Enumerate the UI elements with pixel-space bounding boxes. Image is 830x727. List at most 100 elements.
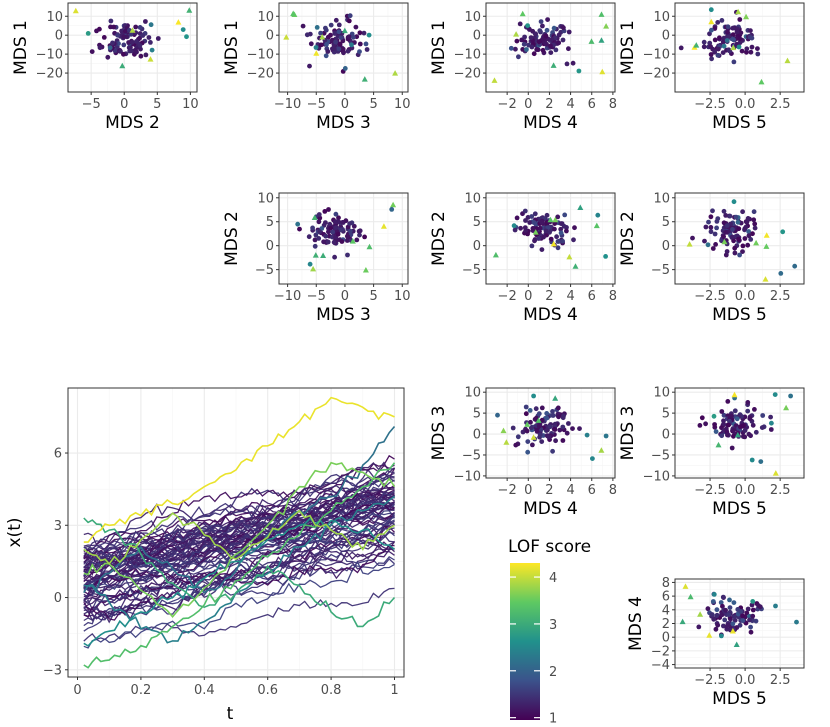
data-point [729,413,734,419]
data-point [551,25,557,31]
data-point [333,39,338,45]
data-point [720,603,725,609]
data-point [713,242,718,247]
data-point [317,215,323,221]
data-point [310,225,315,231]
x-tick-label: 0 [524,289,532,304]
y-tick-label: −5 [462,448,481,463]
outlier-point [743,13,750,20]
data-point [544,212,550,218]
outlier-curve [83,425,396,594]
data-point [523,411,529,417]
data-point [353,24,359,30]
outlier-point [705,242,711,248]
outlier-point [313,50,320,56]
data-point [743,224,749,230]
x-tick-label: −2.5 [694,673,726,688]
data-point [339,239,345,244]
data-point [338,35,344,40]
curves-layer [83,396,396,669]
data-point [548,236,554,242]
outlier-point [547,216,554,223]
outlier-point [366,243,373,250]
panel-border [278,2,409,93]
data-point [725,432,730,438]
data-point [727,597,732,603]
data-point [719,433,725,439]
data-point [712,231,718,237]
outlier-point [753,239,760,246]
y-axis-title: MDS 1 [11,20,31,75]
data-point [343,218,349,224]
data-point [736,226,742,232]
y-tick-label: −5 [462,263,481,278]
data-point [701,44,707,50]
data-point [364,47,370,52]
data-point [703,421,708,427]
y-axis-title: MDS 2 [429,211,449,266]
y-tick-label: 0 [473,428,481,443]
x-tick-label: −5 [307,289,326,304]
outlier-point [603,23,610,29]
data-point [330,229,336,235]
data-point [721,234,726,240]
y-tick-label: 0 [55,29,63,44]
y-tick-label: −20 [454,67,481,82]
data-point [755,46,760,51]
x-tick-label: 2 [545,289,553,304]
data-point [543,33,549,39]
data-point [734,416,740,422]
data-point [101,35,107,40]
x-tick-label: 5 [369,97,377,112]
data-point [529,214,535,219]
y-tick-label: 0 [662,239,670,254]
data-point [726,622,731,628]
regular-curve [83,500,395,584]
x-tick-label: −2.5 [694,97,726,112]
outlier-point [772,392,778,397]
outlier-point [550,62,557,68]
y-tick-label: −10 [454,469,481,484]
data-point [555,405,561,411]
outlier-point [349,42,354,48]
data-point [105,54,111,60]
data-point [721,220,727,226]
y-tick-label: 10 [46,10,63,25]
x-tick-label: 10 [394,289,411,304]
outlier-point [313,45,319,50]
panel-border [278,192,409,285]
outlier-point [503,439,510,445]
data-point [121,51,126,57]
data-point [714,607,720,613]
outlier-point [532,229,539,235]
data-point [715,216,721,222]
lof-score-legend: LOF score 1 2 3 4 [508,537,591,727]
data-point [572,225,577,231]
regular-curve [83,476,395,550]
data-point [129,48,134,54]
data-point [727,213,733,219]
data-point [143,19,148,24]
data-point [544,27,550,33]
data-point [736,236,741,242]
data-point [552,427,558,432]
outlier-curve [83,396,395,543]
outlier-point [341,27,348,34]
data-point [527,220,533,225]
data-point [550,409,555,414]
data-point [121,34,127,40]
data-point [336,22,342,28]
data-point [561,413,566,419]
outlier-point [724,38,730,43]
data-point [706,219,711,225]
y-tick-label: 10 [653,10,670,25]
outlier-curve [83,517,396,628]
data-point [759,425,765,430]
data-point [726,34,731,39]
data-point [306,234,312,240]
y-tick-label: −4 [651,658,670,673]
data-point [720,39,726,45]
legend-colorbar [510,563,540,720]
data-point [556,40,562,46]
data-point [707,31,712,37]
